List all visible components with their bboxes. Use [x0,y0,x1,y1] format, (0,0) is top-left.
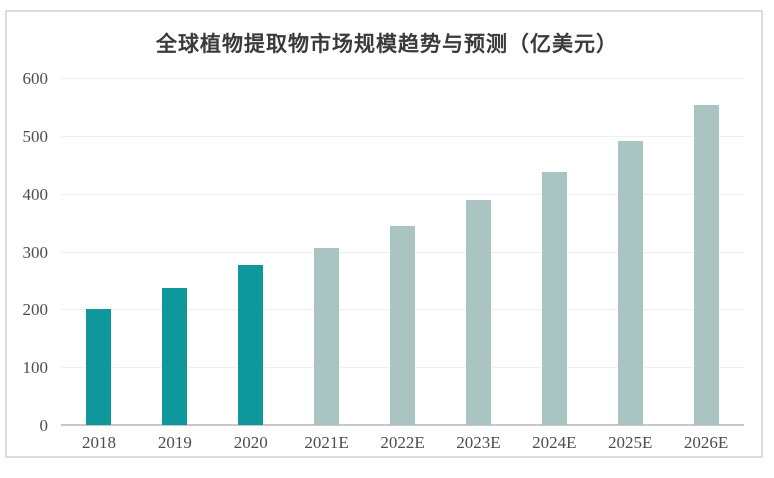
x-axis-label-2023E: 2023E [456,433,501,452]
bar-2024E [541,172,567,425]
x-axis-label-2026E: 2026E [683,433,729,452]
bar-2025E [617,140,643,425]
gridline-500 [61,136,744,137]
bar-slot-2025E [592,78,668,425]
bar-slot-2021E [289,78,365,425]
bar-2018 [86,309,112,425]
gridline-400 [61,194,744,195]
y-axis-tick-label-500: 500 [22,127,49,146]
x-axis-label-2025E: 2025E [607,433,653,452]
bars-row [61,78,744,425]
y-axis-tick-label-0: 0 [39,416,49,435]
chart-title: 全球植物提取物市场规模趋势与预测（亿美元） [156,32,618,56]
bar-2023E [465,200,491,425]
x-axis-line [61,424,744,426]
y-axis-tick-label-100: 100 [22,358,49,377]
bar-slot-2023E [440,78,516,425]
bar-2022E [390,225,415,425]
x-axis-label-2022E: 2022E [380,433,425,452]
bar-slot-2020 [213,78,289,425]
bar-slot-2019 [137,78,213,425]
x-axis-label-2019: 2019 [157,433,192,452]
bar-2020 [238,265,264,425]
x-axis: 2018 2019 2020 2021E 2022E 2023E 2024E 2025E 202… [61,433,744,453]
x-axis-label-2024E: 2024E [532,433,577,452]
y-axis-tick-label-600: 600 [22,69,49,88]
bar-2021E [314,248,340,425]
bar-slot-2018 [61,78,137,425]
bar-2019 [162,287,188,425]
gridline-600 [61,78,744,79]
bar-2026E [693,104,719,425]
x-axis-label-2018: 2018 [81,433,116,452]
x-axis-label-2021E: 2021E [304,433,349,452]
y-axis-tick-label-300: 300 [22,243,49,262]
bar-slot-2026E [668,78,744,425]
y-axis-tick-label-400: 400 [22,185,49,204]
x-axis-label-2020: 2020 [233,433,268,452]
bar-slot-2024E [516,78,592,425]
bar-slot-2022E [365,78,441,425]
y-axis-tick-label-200: 200 [22,300,49,319]
